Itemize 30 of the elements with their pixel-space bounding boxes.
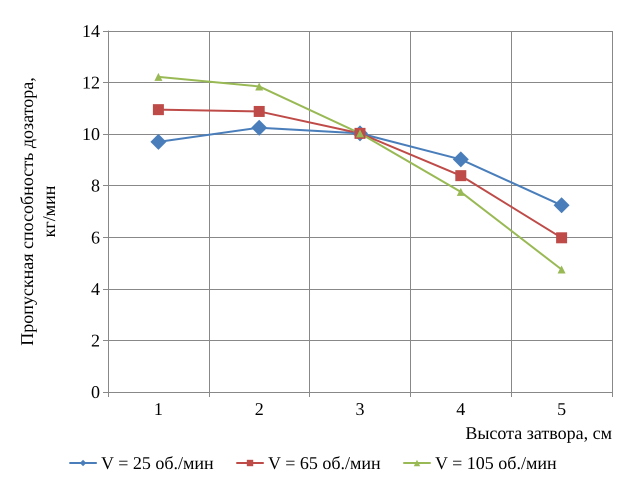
y-tick-label: 12 — [82, 72, 100, 93]
x-tick-label: 5 — [557, 399, 566, 419]
point — [154, 72, 162, 81]
y-axis-title: Пропускная способность дозатора, кг/мин — [17, 77, 59, 346]
y-tick-label: 6 — [91, 227, 100, 248]
point — [255, 82, 264, 90]
point — [254, 106, 265, 117]
y-tick-label: 2 — [91, 330, 100, 350]
point — [452, 151, 469, 168]
point — [558, 266, 566, 274]
x-tick-label: 3 — [356, 399, 364, 419]
point — [251, 120, 268, 136]
point — [152, 104, 164, 116]
y-tick-label: 4 — [91, 278, 100, 299]
x-tick-label: 4 — [456, 399, 466, 419]
point — [456, 188, 465, 196]
point — [554, 197, 570, 214]
legend-label: V = 105 об./мин — [434, 453, 557, 473]
point — [556, 232, 568, 244]
point — [150, 134, 166, 150]
y-tick-label: 8 — [91, 176, 100, 196]
legend-label: V = 65 об./мин — [268, 453, 382, 473]
y-tick-label: 0 — [91, 382, 100, 402]
x-axis-title: Высота затвора, см — [465, 423, 612, 443]
y-tick-label: 10 — [82, 124, 100, 144]
y-tick-label: 14 — [82, 21, 100, 41]
x-tick-label: 2 — [254, 399, 264, 419]
point — [455, 170, 466, 182]
legend-label: V = 25 об./мин — [101, 453, 214, 473]
x-tick-label: 1 — [154, 399, 163, 419]
